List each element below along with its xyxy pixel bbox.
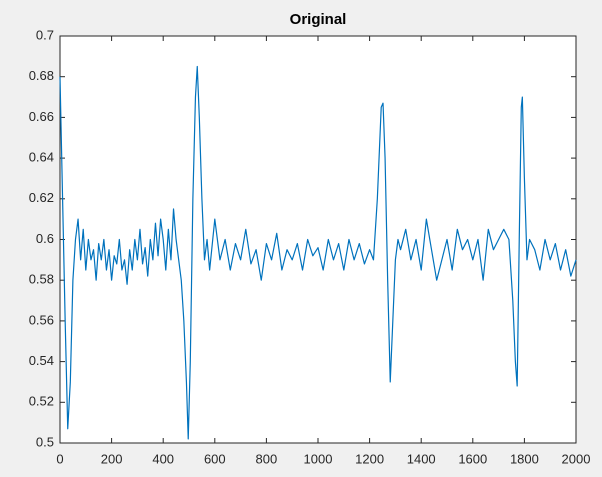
x-tick-label: 1200 [355,451,384,466]
x-tick-label: 1000 [304,451,333,466]
y-tick-label: 0.7 [36,27,54,42]
chart-title: Original [290,11,347,28]
x-tick-label: 600 [204,451,226,466]
y-tick-label: 0.56 [29,312,54,327]
y-tick-label: 0.58 [29,272,54,287]
y-tick-label: 0.6 [36,231,54,246]
y-tick-label: 0.66 [29,109,54,124]
y-tick-label: 0.64 [29,150,54,165]
data-line [59,65,577,440]
y-tick-label: 0.52 [29,394,54,409]
x-tick-label: 400 [152,451,174,466]
y-tick-label: 0.68 [29,68,54,83]
x-tick-label: 800 [256,451,278,466]
x-tick-label: 1600 [458,451,487,466]
axes-box [59,35,577,444]
x-tick-label: 1800 [510,451,539,466]
x-tick-label: 1400 [407,451,436,466]
x-tick-label: 200 [101,451,123,466]
x-tick-label: 0 [56,451,63,466]
x-tick-label: 2000 [562,451,591,466]
y-tick-label: 0.62 [29,190,54,205]
y-tick-label: 0.5 [36,434,54,449]
y-tick-label: 0.54 [29,353,54,368]
